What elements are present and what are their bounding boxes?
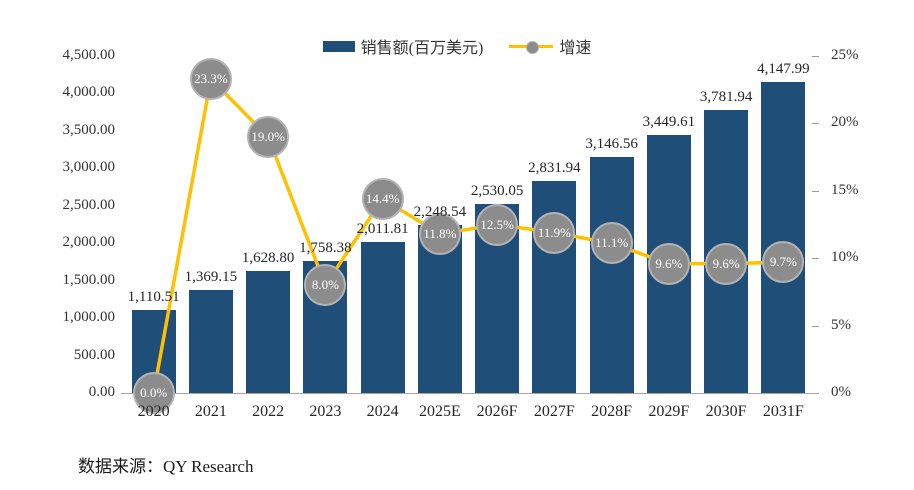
bar-value-label: 3,146.56: [585, 136, 638, 153]
bar-value-label: 1,758.38: [299, 240, 352, 257]
legend-growth-label: 增速: [559, 40, 592, 57]
x-axis-label: 2023: [309, 403, 342, 420]
x-axis-label: 2022: [252, 403, 285, 420]
x-axis-label: 2031F: [762, 403, 804, 420]
source-note: 数据来源：QY Research: [78, 457, 254, 476]
bar-value-label: 3,449.61: [642, 113, 696, 130]
pct-axis-tick: [812, 325, 819, 327]
y-axis-label: 4,500.00: [62, 47, 116, 63]
bar: [246, 271, 291, 393]
bar: [188, 290, 233, 393]
bar-value-label: 2,530.05: [470, 182, 524, 199]
growth-marker: 9.7%: [762, 241, 805, 284]
legend-growth-swatch: [509, 40, 554, 54]
pct-axis-tick: [812, 258, 819, 260]
growth-marker: 12.5%: [476, 203, 519, 246]
pct-axis-label: 10%: [831, 249, 859, 266]
pct-axis-tick: [812, 56, 819, 57]
legend-growth-dot-icon: [526, 40, 540, 54]
y-axis-label: 3,500.00: [62, 121, 116, 138]
legend-item-growth: 增速: [509, 34, 591, 58]
growth-marker: 11.9%: [533, 211, 576, 254]
legend-sales-swatch: [322, 40, 355, 52]
bar-value-label: 3,781.94: [699, 88, 753, 105]
x-axis-label: 2028F: [591, 403, 633, 420]
x-axis-label: 2026F: [476, 403, 518, 420]
growth-marker: 11.8%: [418, 212, 461, 255]
bar: [761, 82, 806, 393]
x-axis-label: 2030F: [705, 403, 747, 420]
legend-item-sales: 销售额(百万美元): [322, 34, 484, 58]
y-axis-label: 4,000.00: [62, 84, 116, 101]
bar-value-label: 1,369.15: [184, 269, 238, 286]
bar: [589, 157, 634, 393]
growth-marker: 19.0%: [247, 115, 290, 158]
pct-axis-label: 0%: [831, 384, 851, 400]
pct-axis-label: 25%: [831, 47, 859, 63]
pct-axis-label: 20%: [831, 114, 859, 131]
growth-marker: 23.3%: [189, 57, 232, 100]
y-axis-label: 1,500.00: [62, 271, 116, 288]
growth-marker: 14.4%: [361, 177, 404, 220]
growth-marker: 0.0%: [132, 372, 175, 414]
bar-value-label: 2,011.81: [356, 221, 409, 238]
legend: 销售额(百万美元) 增速: [0, 34, 914, 58]
bar-value-label: 1,628.80: [241, 250, 295, 267]
legend-sales-label: 销售额(百万美元): [360, 40, 484, 57]
x-axis-label: 2025E: [418, 403, 461, 420]
y-axis-label: 2,500.00: [62, 196, 116, 213]
pct-axis-tick: [812, 190, 819, 192]
y-axis-label: 500.00: [73, 346, 115, 363]
pct-axis-tick: [812, 123, 819, 125]
y-axis-label: 2,000.00: [62, 234, 116, 251]
growth-marker: 9.6%: [647, 242, 690, 285]
y-axis-label: 0.00: [88, 384, 115, 400]
bar-value-label: 4,147.99: [757, 61, 810, 78]
x-axis-label: 2024: [366, 403, 399, 420]
bar: [360, 242, 405, 393]
y-axis-label: 3,000.00: [62, 159, 116, 176]
growth-marker: 9.6%: [705, 242, 748, 285]
bar-value-label: 2,248.54: [413, 203, 467, 220]
x-axis-label: 2029F: [648, 403, 690, 420]
x-axis-baseline: [121, 393, 818, 394]
x-axis-label: 2020: [137, 403, 170, 420]
pct-axis-label: 5%: [831, 316, 851, 333]
x-axis-label: 2021: [194, 403, 227, 420]
x-axis-label: 2027F: [533, 403, 575, 420]
bar-value-label: 1,110.51: [127, 288, 180, 305]
bar-value-label: 2,831.94: [528, 159, 581, 176]
growth-marker: 8.0%: [304, 264, 347, 307]
pct-axis-label: 15%: [831, 181, 859, 198]
growth-marker: 11.1%: [590, 222, 633, 265]
y-axis-label: 1,000.00: [62, 309, 116, 326]
